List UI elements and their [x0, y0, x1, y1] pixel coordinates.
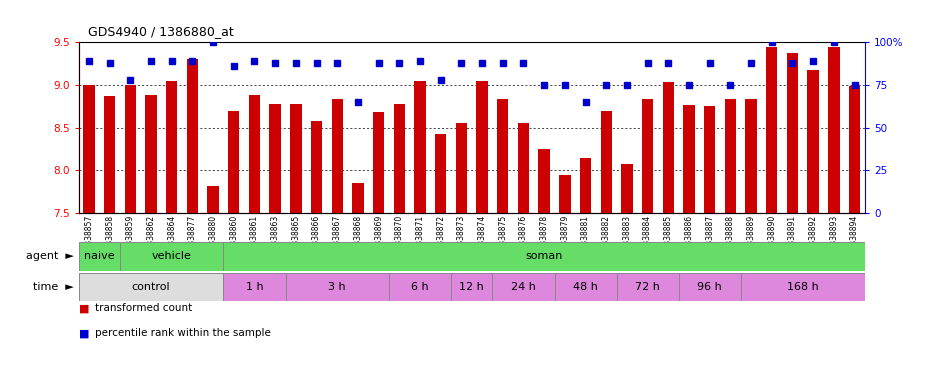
Bar [538, 149, 549, 213]
Bar [269, 104, 281, 213]
Bar [642, 99, 653, 213]
Text: 1 h: 1 h [246, 282, 264, 292]
Text: soman: soman [525, 251, 562, 262]
Bar [679, 273, 741, 301]
Bar [394, 104, 405, 213]
Bar [492, 273, 554, 301]
Bar [79, 273, 224, 301]
Text: 24 h: 24 h [511, 282, 536, 292]
Bar [435, 134, 447, 213]
Text: vehicle: vehicle [152, 251, 191, 262]
Bar [249, 95, 260, 213]
Bar [476, 81, 487, 213]
Bar [373, 112, 384, 213]
Bar [166, 81, 178, 213]
Bar [787, 53, 798, 213]
Text: GDS4940 / 1386880_at: GDS4940 / 1386880_at [88, 25, 234, 38]
Text: percentile rank within the sample: percentile rank within the sample [95, 328, 271, 338]
Text: 96 h: 96 h [697, 282, 722, 292]
Bar [518, 122, 529, 213]
Bar [451, 273, 492, 301]
Bar [120, 242, 224, 271]
Text: ■: ■ [79, 303, 89, 313]
Bar [580, 159, 591, 213]
Bar [145, 95, 156, 213]
Bar [290, 104, 302, 213]
Bar [497, 99, 509, 213]
Text: 6 h: 6 h [412, 282, 429, 292]
Bar [554, 273, 617, 301]
Bar [684, 106, 695, 213]
Bar [741, 273, 865, 301]
Text: transformed count: transformed count [95, 303, 192, 313]
Bar [849, 86, 860, 213]
Text: 3 h: 3 h [328, 282, 346, 292]
Bar [125, 85, 136, 213]
Bar [286, 273, 389, 301]
Bar [224, 273, 286, 301]
Bar [352, 183, 364, 213]
Bar [560, 175, 571, 213]
Text: time  ►: time ► [33, 282, 74, 292]
Bar [224, 242, 865, 271]
Bar [617, 273, 679, 301]
Bar [724, 99, 736, 213]
Bar [187, 59, 198, 213]
Bar [79, 242, 120, 271]
Text: 48 h: 48 h [574, 282, 598, 292]
Text: ■: ■ [79, 328, 89, 338]
Text: 12 h: 12 h [460, 282, 484, 292]
Bar [456, 123, 467, 213]
Bar [808, 70, 819, 213]
Bar [746, 99, 757, 213]
Bar [662, 81, 674, 213]
Text: agent  ►: agent ► [26, 251, 74, 262]
Bar [622, 164, 633, 213]
Text: control: control [131, 282, 170, 292]
Bar [766, 46, 777, 213]
Bar [704, 106, 715, 213]
Bar [83, 85, 94, 213]
Bar [389, 273, 451, 301]
Bar [414, 81, 426, 213]
Bar [600, 111, 612, 213]
Bar [828, 46, 840, 213]
Text: naive: naive [84, 251, 115, 262]
Text: 168 h: 168 h [787, 282, 819, 292]
Bar [228, 111, 240, 213]
Text: 72 h: 72 h [635, 282, 660, 292]
Bar [104, 96, 116, 213]
Bar [207, 186, 219, 213]
Bar [331, 99, 343, 213]
Bar [311, 121, 322, 213]
